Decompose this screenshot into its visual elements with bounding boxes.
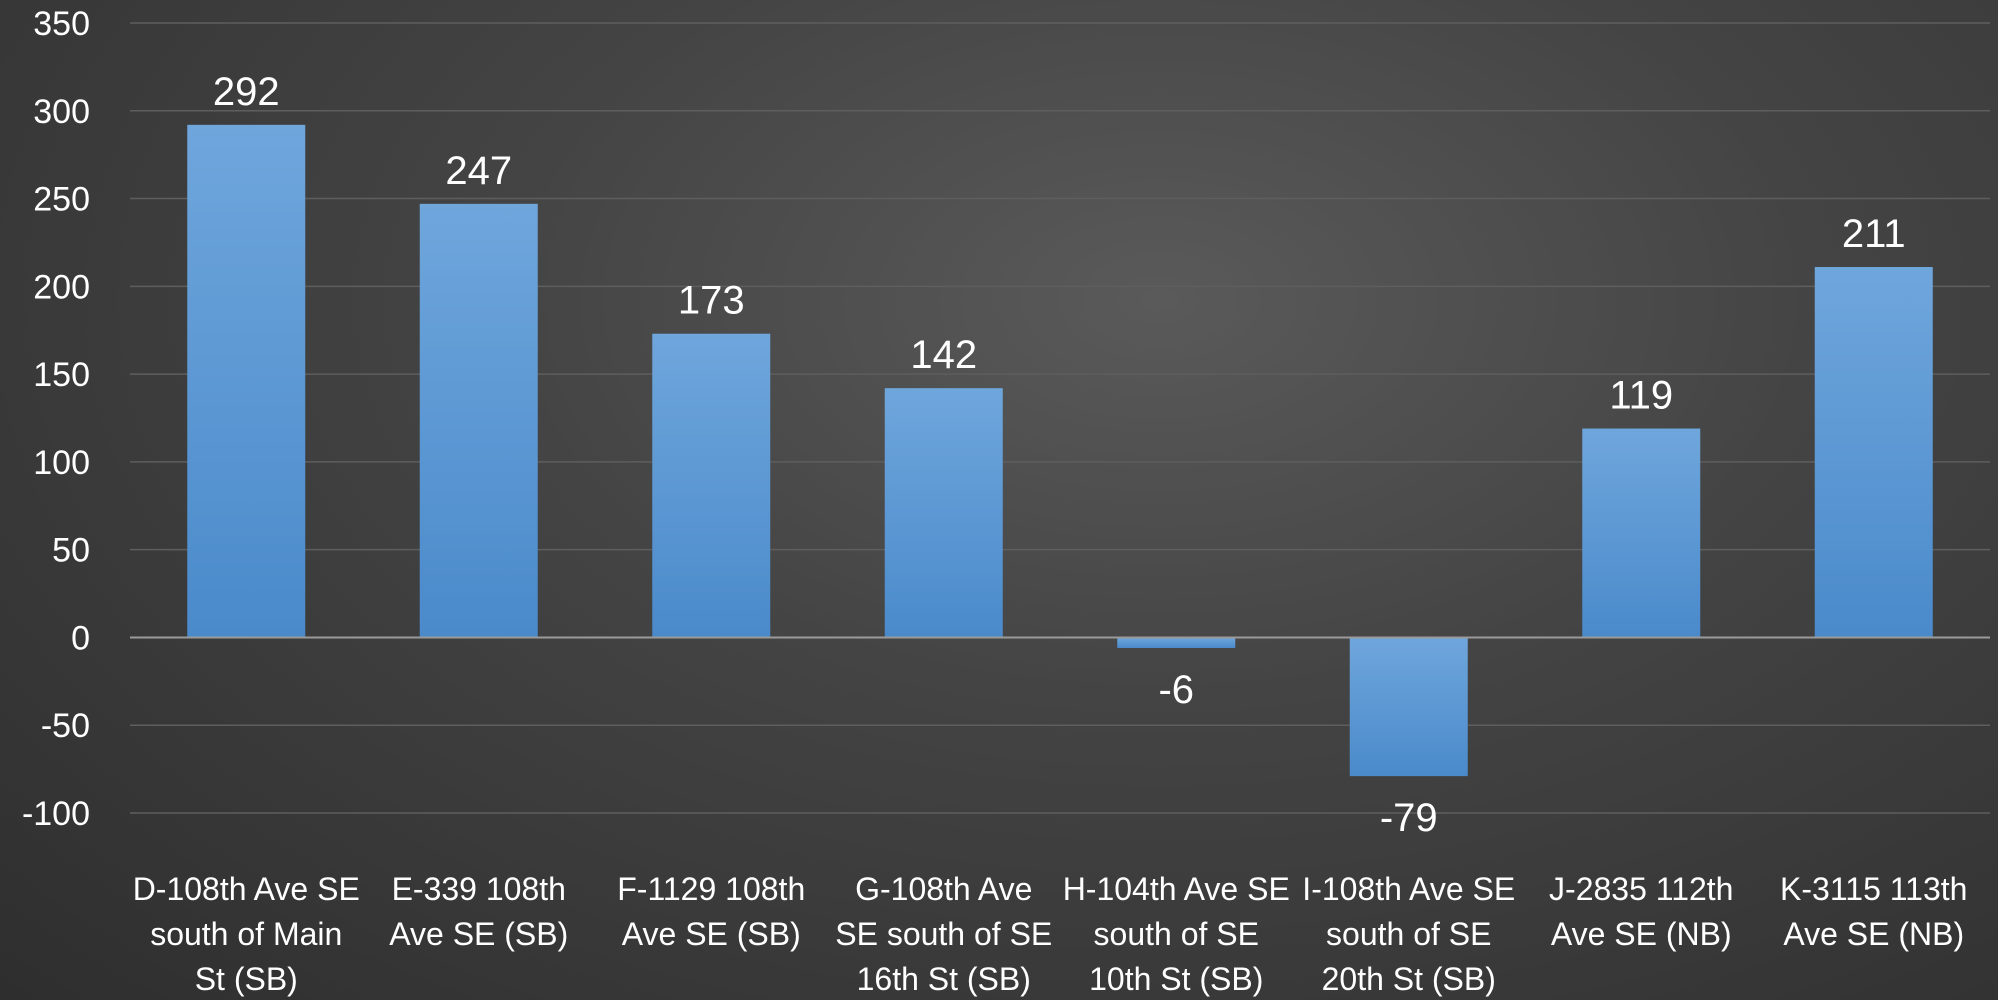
y-tick-label: 350 [33, 5, 90, 43]
category-label: Ave SE (NB) [1551, 916, 1732, 952]
category-label: Ave SE (SB) [389, 916, 568, 952]
y-tick-label: 50 [52, 532, 90, 570]
category-label: G-108th Ave [855, 871, 1032, 907]
y-tick-label: 250 [33, 181, 90, 219]
category-label: J-2835 112th [1549, 871, 1733, 907]
category-label: St (SB) [195, 961, 298, 997]
data-label: 247 [445, 149, 512, 193]
y-tick-label: 100 [33, 444, 90, 482]
category-label: south of Main [150, 916, 342, 952]
bar [187, 124, 306, 638]
y-tick-label: 200 [33, 268, 90, 306]
bar [1814, 267, 1933, 638]
y-tick-label: 0 [71, 619, 90, 657]
bar [1582, 428, 1701, 638]
bar [884, 388, 1003, 638]
category-label: E-339 108th [392, 871, 566, 907]
data-label: -6 [1158, 668, 1194, 712]
data-label: 292 [213, 70, 280, 114]
data-label: 119 [1609, 374, 1673, 418]
gridlines [130, 22, 1990, 814]
bar [652, 333, 771, 638]
data-label: 142 [910, 333, 977, 377]
data-labels: 292 247 173 142 -6 -79 119 211 [213, 70, 1906, 840]
category-label: SE south of SE [835, 916, 1052, 952]
category-label: F-1129 108th [617, 871, 805, 907]
category-label: south of SE [1326, 916, 1491, 952]
category-label: D-108th Ave SE [133, 871, 360, 907]
data-label: 173 [678, 279, 745, 323]
bars [187, 124, 1933, 777]
category-label: H-104th Ave SE [1063, 871, 1290, 907]
category-label: Ave SE (NB) [1783, 916, 1964, 952]
y-axis-ticks: 350 300 250 200 150 100 50 0 -50 -100 [22, 5, 90, 833]
y-tick-label: -100 [22, 795, 90, 833]
bar [1117, 637, 1236, 648]
category-label: 10th St (SB) [1089, 961, 1263, 997]
data-label: -79 [1380, 796, 1438, 840]
category-labels: D-108th Ave SE south of Main St (SB) E-339 … [133, 871, 1968, 997]
bar [419, 203, 538, 638]
y-tick-label: -50 [41, 707, 90, 745]
category-label: south of SE [1094, 916, 1259, 952]
y-tick-label: 150 [33, 356, 90, 394]
y-tick-label: 300 [33, 93, 90, 131]
category-label: 16th St (SB) [857, 961, 1031, 997]
category-label: 20th St (SB) [1322, 961, 1496, 997]
category-label: I-108th Ave SE [1302, 871, 1515, 907]
category-label: Ave SE (SB) [622, 916, 801, 952]
category-label: K-3115 113th [1780, 871, 1967, 907]
bar [1349, 637, 1468, 777]
data-label: 211 [1842, 212, 1906, 256]
